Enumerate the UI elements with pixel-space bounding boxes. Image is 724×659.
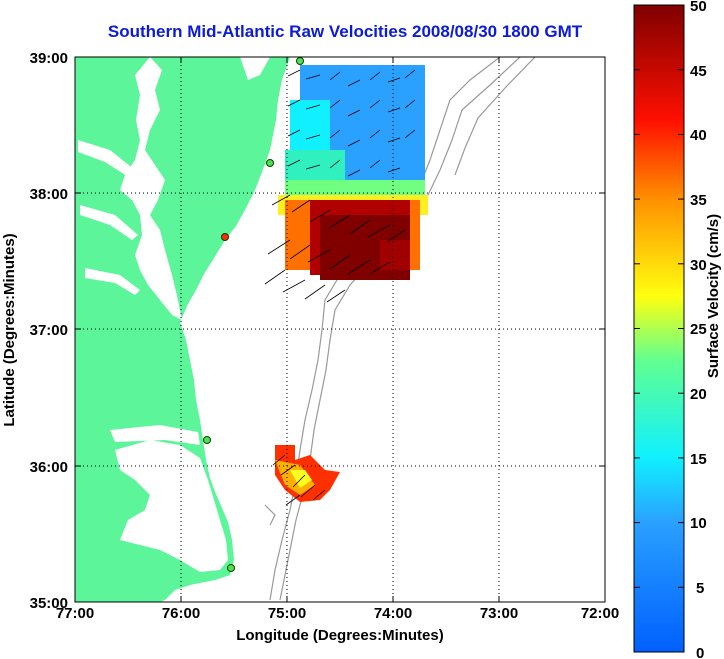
colorbar-gradient [633,4,685,653]
x-tick-label: 75:00 [268,605,306,622]
axis-tick-marks [74,56,606,603]
colorbar-tick-label: 15 [690,451,707,468]
bathymetry-contours [264,57,536,601]
y-tick-label: 37:00 [30,322,68,339]
colorbar-tick-label: 50 [690,0,707,15]
delaware-bay [240,57,270,80]
colorbar-tick-label: 20 [690,386,707,403]
y-axis: 39:00 38:00 37:00 36:00 35:00 Latitude (… [1,50,68,612]
y-tick-label: 39:00 [30,50,68,67]
hf-radar-stations [203,57,304,572]
y-axis-label: Latitude (Degrees:Minutes) [1,233,18,426]
x-tick-label: 72:00 [581,605,619,622]
velocity-vectors [264,69,416,506]
colorbar-tick-label: 30 [690,257,707,274]
colorbar-tick-label: 10 [690,515,707,532]
chart-title: Southern Mid-Atlantic Raw Velocities 200… [107,22,583,41]
colorbar-label: Surface Velocity (cm/s) [705,214,722,378]
pamlico-sound [115,440,228,572]
colorbar-tick-label: 5 [696,580,704,597]
york-river [85,268,140,295]
x-tick-label: 73:00 [480,605,518,622]
chesapeake-bay [120,57,182,320]
potomac-river [78,140,135,178]
y-tick-label: 35:00 [30,595,68,612]
colorbar-tick-label: 35 [690,192,707,209]
x-tick-label: 76:00 [162,605,200,622]
colorbar: 50 45 40 35 30 25 20 15 10 5 0 Surface V… [633,0,722,659]
albemarle-sound [110,425,200,445]
velocity-field-north [278,65,428,280]
x-axis-label: Longitude (Degrees:Minutes) [236,627,444,644]
x-tick-label: 77:00 [56,605,94,622]
grid-lines [75,57,605,602]
colorbar-tick-label: 40 [690,127,707,144]
colorbar-tick-label: 0 [696,645,704,659]
x-axis: 77:00 76:00 75:00 74:00 73:00 72:00 Long… [56,605,619,644]
y-tick-label: 38:00 [30,186,68,203]
y-tick-label: 36:00 [30,459,68,476]
colorbar-tick-label: 45 [690,63,707,80]
x-tick-label: 74:00 [374,605,412,622]
colorbar-tick-label: 25 [690,321,707,338]
rappahannock-river [80,205,138,240]
